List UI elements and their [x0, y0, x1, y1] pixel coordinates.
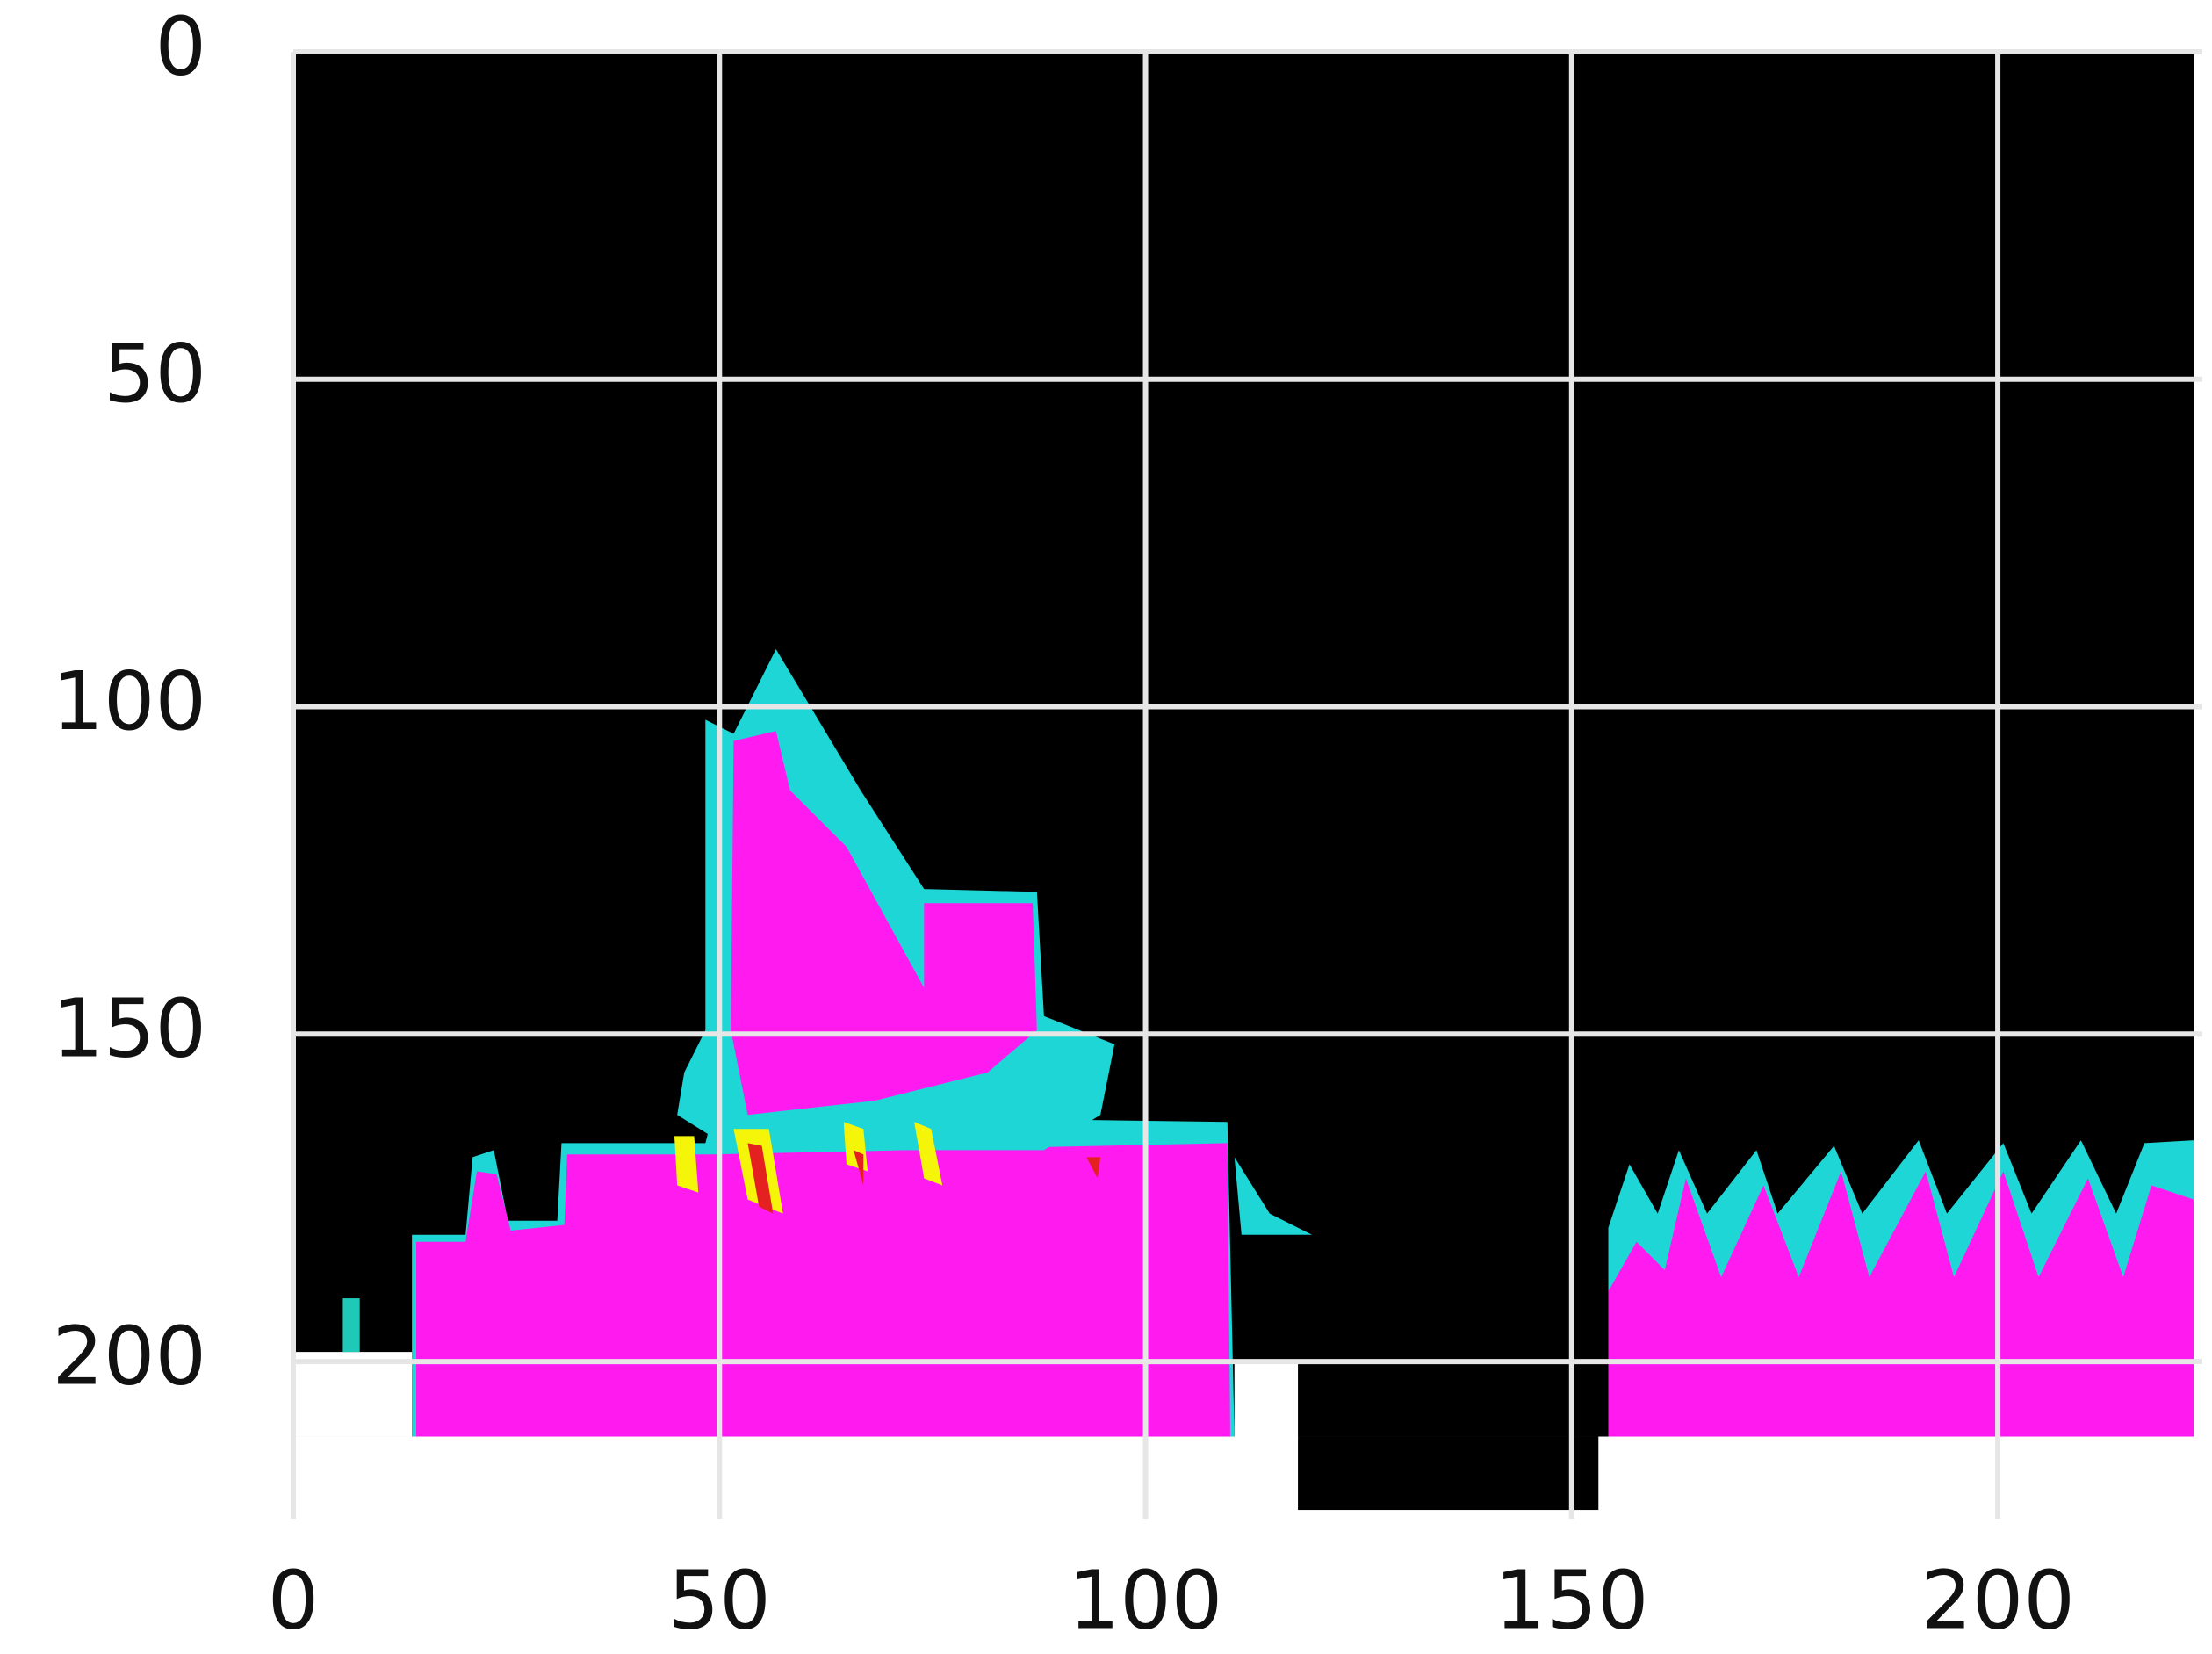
x-tick-label: 100: [1069, 1553, 1223, 1647]
x-tick-label: 50: [668, 1553, 771, 1647]
y-tick-label: 100: [52, 654, 206, 748]
image: [293, 52, 2194, 1511]
x-tick-label: 200: [1920, 1553, 2075, 1647]
x-tick-label: 150: [1495, 1553, 1649, 1647]
y-tick-label: 0: [155, 0, 206, 93]
y-tick-label: 50: [104, 327, 206, 421]
y-tick-label: 150: [52, 982, 206, 1076]
y-tick-label: 200: [52, 1309, 206, 1403]
x-tick-label: 0: [268, 1553, 320, 1647]
